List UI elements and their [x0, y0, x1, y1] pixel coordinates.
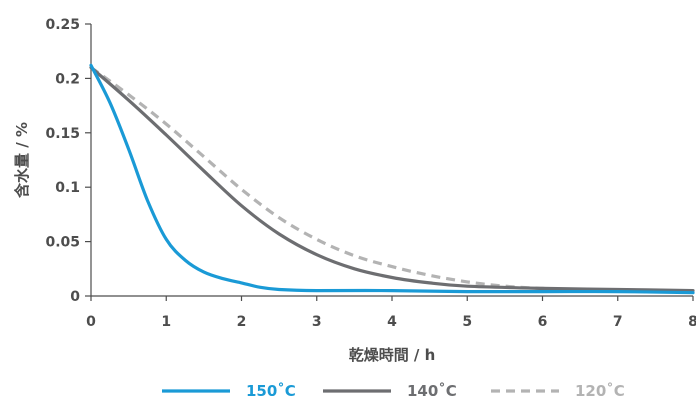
x-tick-label: 3 [312, 314, 322, 330]
series-line-1 [89, 65, 695, 293]
y-tick-label: 0.2 [55, 71, 80, 87]
series-layer [89, 63, 695, 295]
x-tick-label: 5 [462, 314, 472, 330]
y-tick-label: 0.25 [45, 17, 80, 33]
x-tick-labels: 0 1 2 3 4 5 6 7 8 [86, 314, 696, 330]
x-tick-label: 7 [613, 314, 623, 330]
legend: 150˚C 140˚C 120˚C [162, 382, 625, 400]
y-tick-label: 0.15 [45, 126, 80, 142]
legend-label-1: 140˚C [407, 382, 457, 400]
y-axis-title: 含水量 / % [13, 122, 31, 198]
tick-marks [85, 23, 694, 301]
x-tick-label: 4 [387, 314, 397, 330]
y-tick-label: 0.1 [55, 180, 80, 196]
y-tick-label: 0.05 [45, 235, 80, 251]
x-tick-label: 2 [237, 314, 247, 330]
legend-label-0: 150˚C [246, 382, 296, 400]
x-tick-label: 0 [86, 314, 96, 330]
legend-label-2: 120˚C [575, 382, 625, 400]
y-tick-labels: 0 0.05 0.1 0.15 0.2 0.25 [45, 17, 80, 305]
series-line-0 [89, 63, 695, 295]
x-tick-label: 8 [688, 314, 696, 330]
x-tick-label: 6 [538, 314, 548, 330]
x-axis-title: 乾燥時間 / h [349, 346, 436, 364]
y-tick-label: 0 [70, 289, 80, 305]
x-tick-label: 1 [161, 314, 171, 330]
